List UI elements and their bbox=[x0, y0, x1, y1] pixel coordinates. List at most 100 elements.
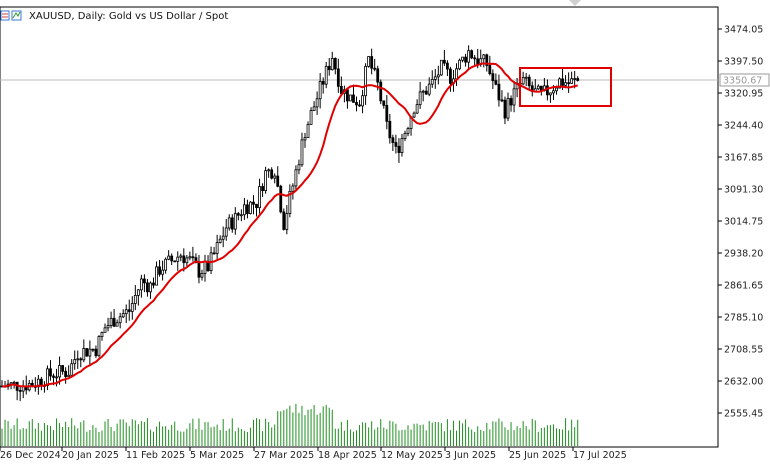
candle-body bbox=[367, 56, 371, 67]
x-tick-label: 27 Mar 2025 bbox=[254, 450, 314, 461]
candle-body bbox=[312, 106, 316, 111]
candle-body bbox=[167, 255, 171, 260]
candle-body bbox=[158, 266, 161, 275]
x-tick-label: 18 Apr 2025 bbox=[318, 450, 377, 461]
chart-icon-1[interactable] bbox=[0, 10, 10, 21]
chart-icon-2[interactable] bbox=[11, 10, 22, 21]
y-tick-label: 2785.10 bbox=[724, 313, 763, 324]
candle-body bbox=[536, 85, 540, 90]
candle-body bbox=[330, 57, 334, 71]
candle-body bbox=[352, 94, 355, 103]
candle-body bbox=[233, 213, 237, 230]
candle-body bbox=[239, 214, 243, 217]
candle-body bbox=[527, 76, 531, 87]
candle-body bbox=[79, 358, 83, 361]
candle-body bbox=[385, 104, 389, 122]
candle-body bbox=[130, 303, 134, 312]
candle-body bbox=[285, 213, 289, 230]
consolidation-box bbox=[519, 67, 612, 107]
candle-body bbox=[406, 128, 410, 134]
moving-average-line bbox=[1, 62, 578, 388]
candle-body bbox=[112, 317, 116, 327]
candle-body bbox=[397, 145, 401, 153]
chart-title: XAUUSD, Daily: Gold vs US Dollar / Spot bbox=[29, 11, 228, 22]
candle-body bbox=[458, 59, 461, 70]
candle-body bbox=[246, 204, 249, 214]
plot-frame bbox=[0, 6, 719, 448]
candle-body bbox=[88, 348, 92, 357]
candle-body bbox=[203, 260, 207, 274]
candle-body bbox=[200, 273, 204, 278]
y-tick-label: 3397.50 bbox=[724, 57, 763, 68]
candle-body bbox=[421, 90, 425, 93]
candle-body bbox=[470, 50, 474, 59]
candle-body bbox=[427, 83, 431, 95]
candle-body bbox=[464, 56, 467, 63]
y-tick-label: 3167.85 bbox=[724, 153, 763, 164]
candle-body bbox=[191, 256, 195, 259]
y-tick-label: 3091.30 bbox=[724, 185, 763, 196]
candle-body bbox=[270, 169, 274, 179]
current-price-label: 3350.67 bbox=[723, 76, 762, 87]
candle-body bbox=[306, 123, 310, 139]
candle-body bbox=[91, 348, 95, 351]
candle-body bbox=[279, 185, 283, 213]
x-tick-label: 25 Jun 2025 bbox=[509, 450, 566, 461]
candle-body bbox=[252, 201, 255, 205]
y-tick-label: 3320.95 bbox=[724, 89, 763, 100]
candle-body bbox=[500, 99, 504, 102]
y-tick-label: 3474.05 bbox=[724, 25, 763, 36]
candle-body bbox=[494, 80, 498, 85]
x-tick-label: 20 Jan 2025 bbox=[62, 450, 119, 461]
candle-body bbox=[173, 260, 177, 263]
candle-body bbox=[358, 104, 361, 107]
candle-body bbox=[291, 185, 295, 192]
candle-body bbox=[364, 65, 368, 97]
candle-body bbox=[161, 269, 164, 275]
candle-body bbox=[67, 374, 71, 377]
candle-body bbox=[97, 336, 101, 357]
candle-body bbox=[558, 78, 561, 89]
candle-body bbox=[355, 102, 358, 106]
candle-body bbox=[449, 68, 452, 84]
candle-body bbox=[197, 262, 201, 278]
candle-body bbox=[127, 309, 131, 312]
x-tick-label: 3 Jun 2025 bbox=[445, 450, 496, 461]
candle-body bbox=[546, 85, 549, 96]
candle-body bbox=[415, 104, 419, 114]
candle-body bbox=[436, 74, 440, 78]
candle-body bbox=[58, 365, 61, 378]
candle-body bbox=[143, 278, 146, 284]
candle-body bbox=[382, 100, 386, 106]
candle-body bbox=[176, 256, 180, 262]
candle-body bbox=[218, 238, 222, 244]
candle-body bbox=[276, 175, 280, 187]
candle-body bbox=[346, 89, 349, 102]
candle-body bbox=[391, 137, 395, 143]
candle-body bbox=[297, 164, 301, 171]
candle-body bbox=[118, 316, 122, 324]
candle-body bbox=[100, 331, 104, 337]
candle-body bbox=[70, 363, 74, 376]
candle-body bbox=[230, 217, 234, 230]
candle-body bbox=[300, 139, 304, 166]
candle-body bbox=[379, 81, 383, 102]
y-tick-label: 2555.45 bbox=[724, 409, 763, 420]
candle-body bbox=[412, 112, 416, 118]
candle-body bbox=[430, 78, 434, 85]
candle-body bbox=[224, 227, 228, 237]
candle-body bbox=[164, 258, 168, 271]
candle-body bbox=[282, 211, 286, 230]
y-tick-label: 3014.75 bbox=[724, 217, 763, 228]
candle-body bbox=[179, 255, 183, 258]
candle-body bbox=[418, 91, 422, 106]
candle-body bbox=[388, 120, 392, 139]
candle-body bbox=[76, 358, 80, 361]
candle-body bbox=[170, 255, 174, 262]
x-tick-label: 17 Jul 2025 bbox=[573, 450, 627, 461]
candle-body bbox=[264, 170, 268, 192]
scroll-marker-icon[interactable] bbox=[569, 0, 581, 6]
candle-body bbox=[503, 99, 507, 119]
candle-body bbox=[12, 381, 16, 384]
